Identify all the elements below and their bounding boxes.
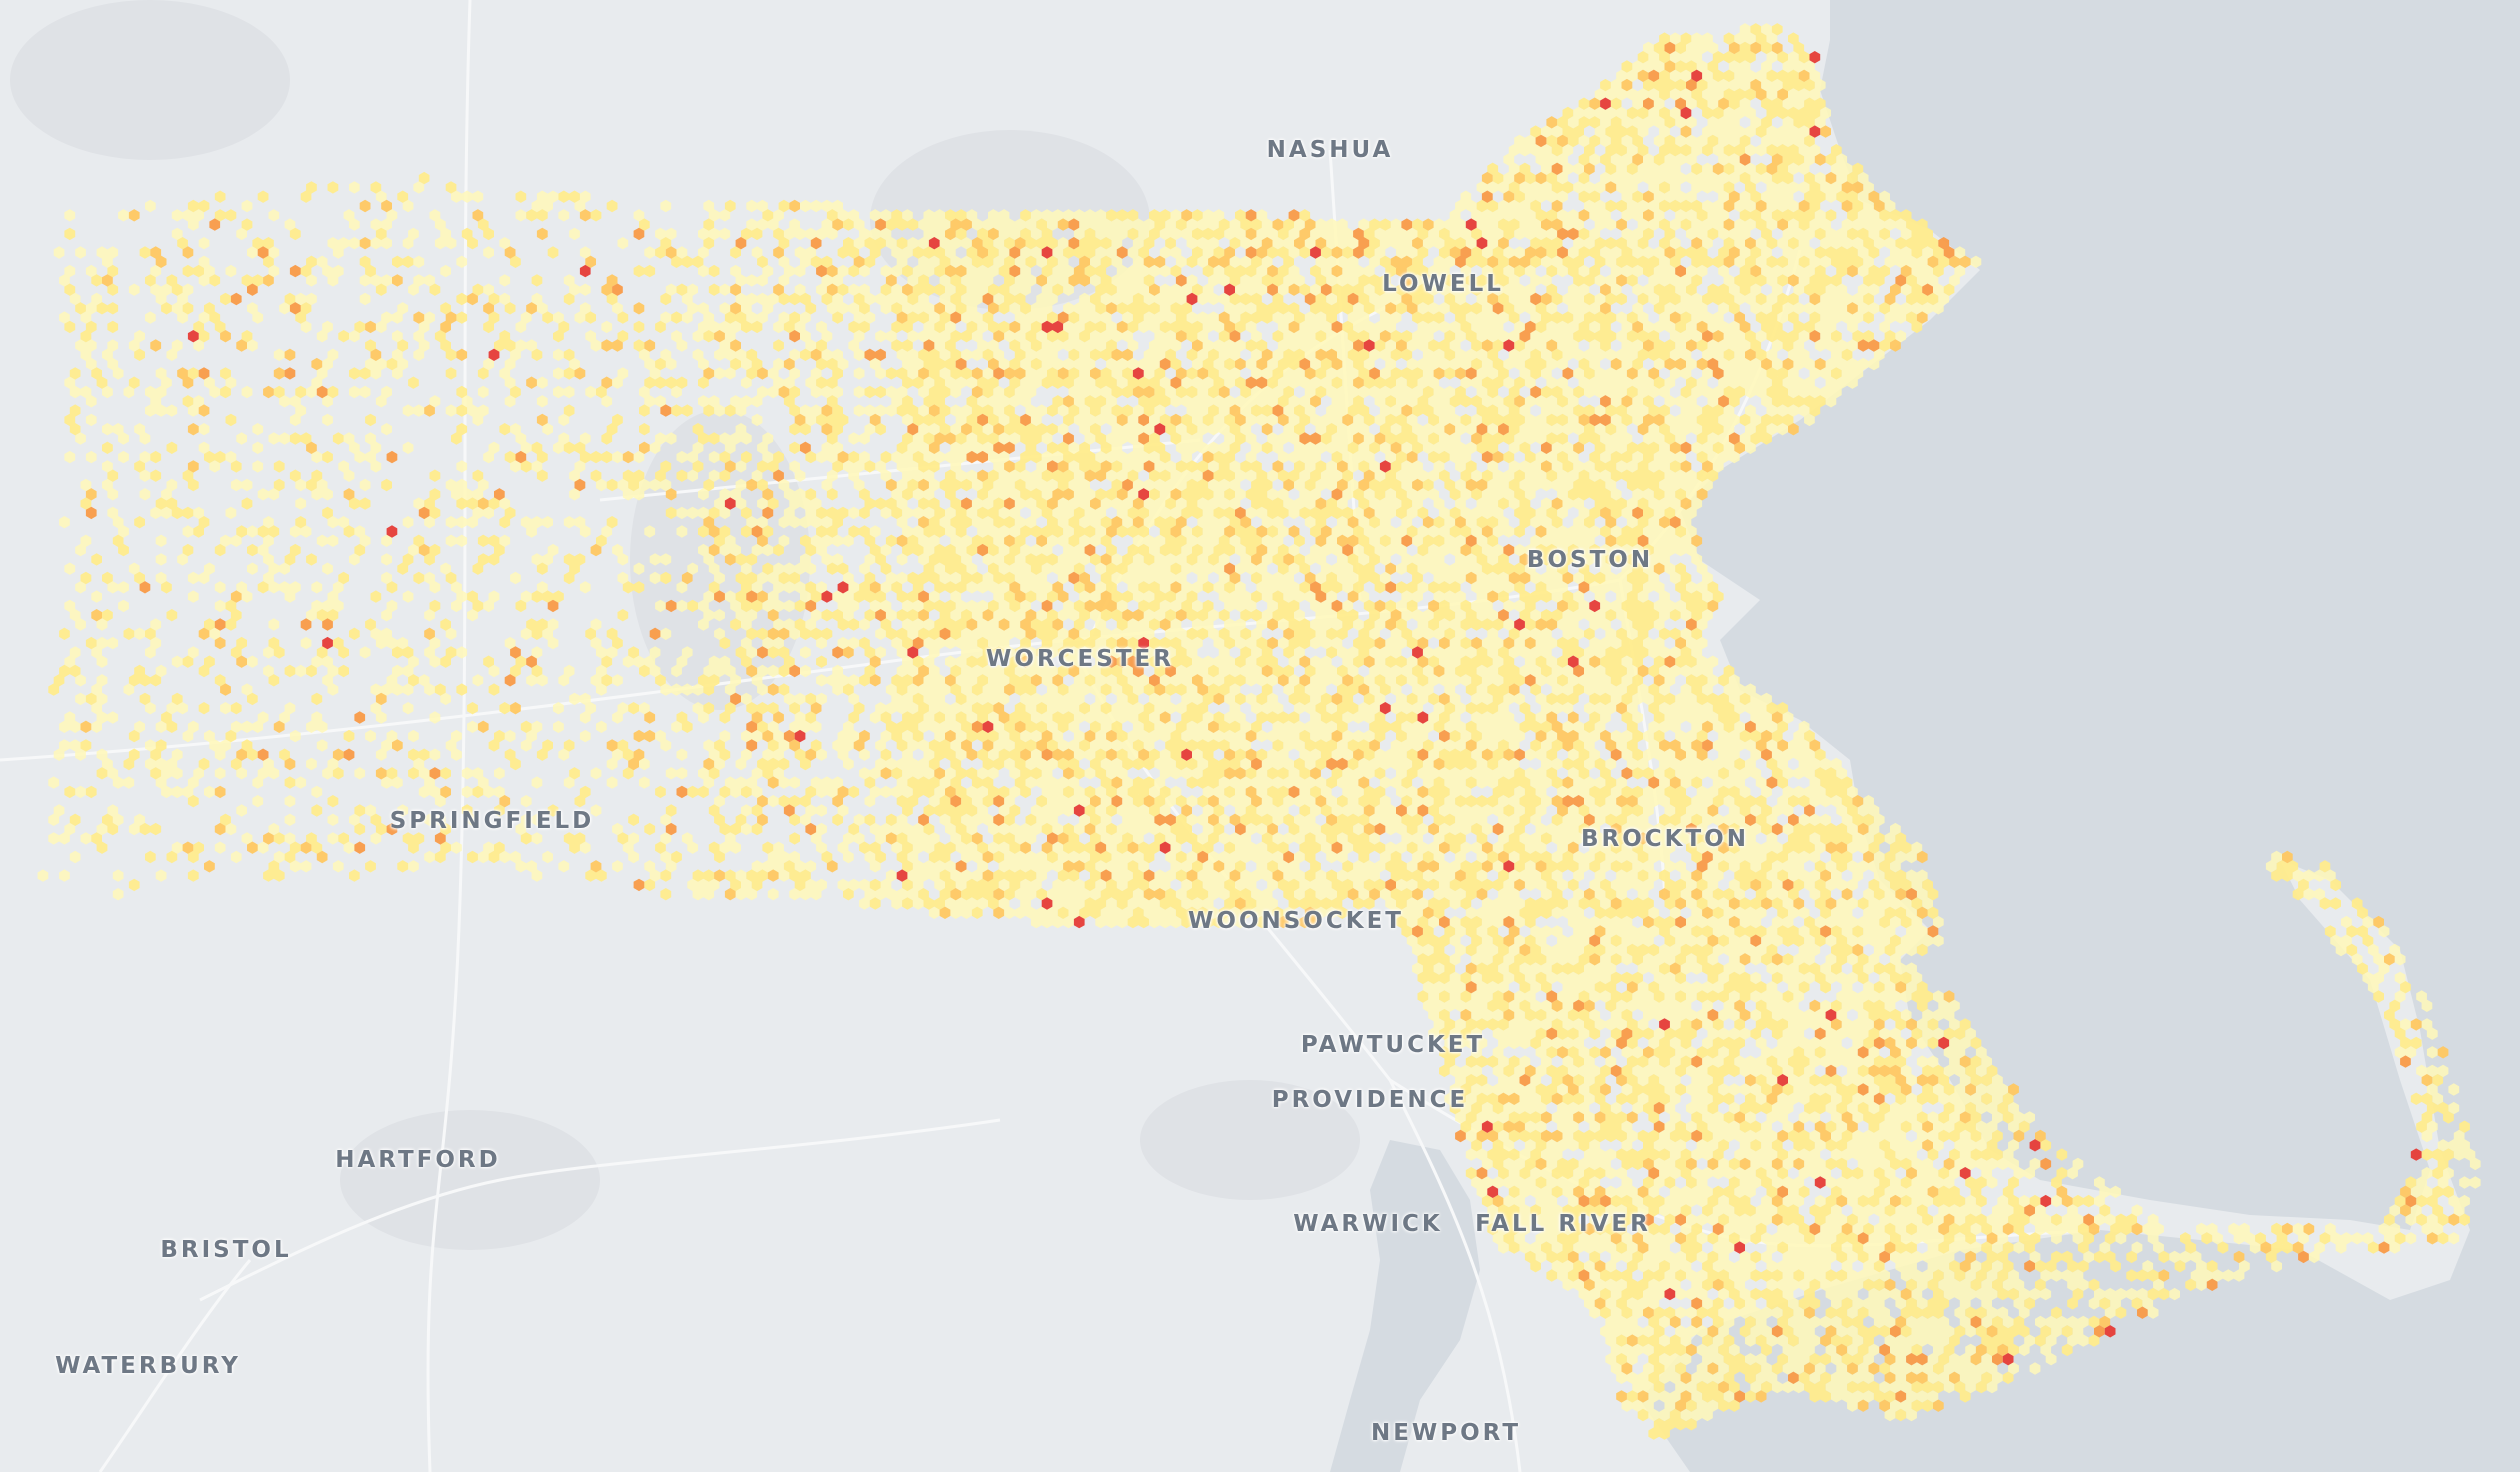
city-label-lowell: LOWELL bbox=[1382, 271, 1504, 297]
city-label-waterbury: WATERBURY bbox=[55, 1353, 241, 1379]
city-label-providence: PROVIDENCE bbox=[1271, 1087, 1469, 1113]
city-label-brockton: BROCKTON bbox=[1581, 826, 1749, 852]
city-label-newport: NEWPORT bbox=[1370, 1420, 1522, 1446]
city-label-worcester: WORCESTER bbox=[986, 646, 1174, 672]
road-line bbox=[98, 1259, 252, 1472]
hex-bin-group bbox=[48, 23, 2470, 1440]
city-label-springfield: SPRINGFIELD bbox=[389, 808, 595, 834]
narragansett-bay bbox=[1330, 1140, 1480, 1472]
city-label-hartford: HARTFORD bbox=[335, 1147, 501, 1173]
road-line bbox=[1388, 1079, 1522, 1472]
city-label-boston: BOSTON bbox=[1526, 547, 1654, 573]
city-label-bristol: BRISTOL bbox=[160, 1237, 292, 1263]
ocean bbox=[1640, 0, 2520, 1472]
road-line bbox=[199, 1118, 1001, 1302]
city-label-nashua: NASHUA bbox=[1266, 137, 1394, 163]
city-label-warwick: WARWICK bbox=[1293, 1211, 1443, 1237]
city-label-woonsocket: WOONSOCKET bbox=[1188, 908, 1404, 934]
hex-layer bbox=[37, 23, 2481, 1440]
city-label-pawtucket: PAWTUCKET bbox=[1300, 1032, 1486, 1058]
city-label-fall-river: FALL RIVER bbox=[1475, 1211, 1651, 1237]
